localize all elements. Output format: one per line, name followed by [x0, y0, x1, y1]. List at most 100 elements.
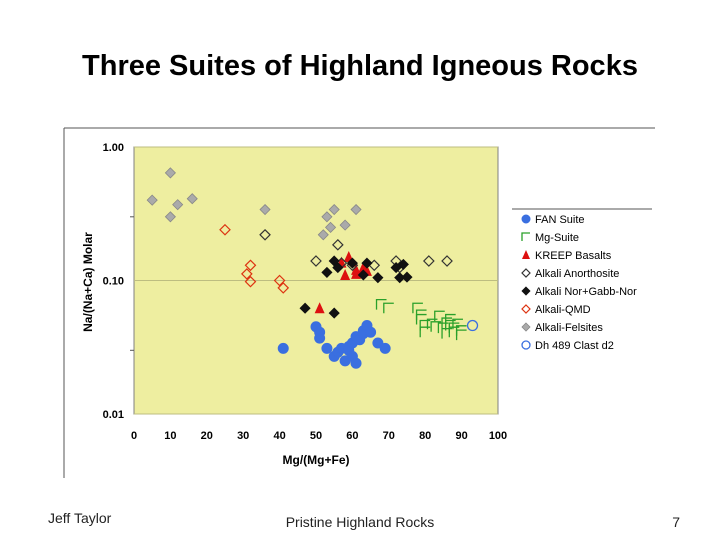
x-tick-label: 50 — [310, 430, 322, 442]
data-point — [350, 357, 362, 369]
data-points — [146, 167, 479, 369]
y-tick-label: 0.01 — [103, 409, 124, 421]
legend-marker — [521, 286, 531, 296]
x-tick-label: 20 — [201, 430, 213, 442]
legend-marker — [521, 268, 531, 278]
data-point — [314, 332, 326, 344]
x-tick-label: 100 — [489, 430, 507, 442]
x-tick-label: 60 — [346, 430, 358, 442]
data-point — [339, 219, 351, 231]
data-point — [452, 318, 463, 330]
data-point — [346, 257, 358, 269]
footer-author: Jeff Taylor — [48, 510, 112, 526]
legend-label: KREEP Basalts — [535, 250, 612, 262]
legend-label: Alkali-QMD — [535, 304, 591, 316]
data-point — [317, 229, 329, 241]
data-point — [244, 275, 257, 288]
legend-label: Alkali Anorthosite — [535, 268, 619, 280]
series-alkali-qmd — [219, 223, 290, 294]
data-point — [314, 302, 325, 314]
y-gridlines — [134, 146, 498, 415]
data-point — [375, 298, 387, 310]
data-point — [277, 282, 290, 294]
legend-marker — [521, 214, 531, 224]
legend-label: Mg-Suite — [535, 232, 579, 244]
data-point — [340, 268, 351, 280]
x-tick-label: 30 — [237, 430, 249, 442]
data-point — [172, 199, 184, 211]
series-dh-489-clast-d2 — [466, 319, 479, 332]
data-point — [434, 310, 445, 322]
x-tick-label: 0 — [131, 430, 137, 442]
data-point — [430, 321, 442, 332]
data-point — [219, 223, 231, 236]
data-point — [361, 257, 373, 269]
legend-marker — [521, 340, 531, 350]
legend-marker — [521, 304, 531, 314]
page-number: 7 — [672, 514, 680, 530]
data-point — [383, 302, 394, 314]
y-axis-title: Na/(Na+Ca) Molar — [81, 232, 95, 332]
data-point — [259, 228, 271, 241]
data-point — [455, 329, 467, 341]
data-point — [412, 302, 423, 314]
slide-title: Three Suites of Highland Igneous Rocks — [82, 50, 638, 82]
data-point — [299, 302, 311, 314]
x-axis-title: Mg/(Mg+Fe) — [283, 453, 350, 467]
data-point — [273, 274, 286, 287]
x-tick-label: 70 — [383, 430, 395, 442]
series-fan-suite — [277, 320, 391, 369]
data-point — [422, 255, 435, 267]
data-point — [397, 258, 409, 270]
data-point — [365, 326, 377, 338]
y-tick-label: 0.10 — [103, 276, 124, 288]
data-point — [186, 193, 198, 205]
data-point — [277, 342, 289, 354]
footer-title: Pristine Highland Rocks — [285, 514, 435, 530]
legend-label: Dh 489 Clast d2 — [535, 340, 614, 352]
data-point — [240, 268, 253, 280]
x-tick-label: 80 — [419, 430, 431, 442]
data-point — [259, 203, 271, 216]
series-alkali-felsites — [146, 167, 362, 241]
data-point — [331, 238, 344, 251]
legend-label: Alkali-Felsites — [535, 322, 603, 334]
data-point — [372, 272, 384, 284]
y-minor-ticks — [130, 216, 134, 351]
legend: FAN Suite Mg-Suite KREEP Basalts Alkali Ano… — [521, 214, 637, 352]
data-point — [401, 271, 413, 283]
data-point — [146, 194, 158, 206]
legend-marker — [521, 232, 530, 241]
y-tick-labels: 1.00 0.10 0.01 — [103, 142, 124, 421]
x-tick-label: 10 — [164, 430, 176, 442]
legend-label: FAN Suite — [535, 214, 585, 226]
legend-marker — [521, 322, 531, 332]
series-mg-suite — [375, 298, 467, 341]
legend-marker — [522, 250, 530, 259]
data-point — [324, 221, 337, 233]
data-point — [164, 211, 176, 223]
data-point — [351, 267, 362, 279]
data-point — [164, 167, 176, 179]
x-tick-label: 40 — [273, 430, 285, 442]
data-point — [321, 211, 333, 223]
data-point — [372, 337, 384, 349]
y-tick-label: 1.00 — [103, 142, 124, 154]
data-point — [350, 203, 362, 216]
data-point — [441, 255, 453, 267]
data-point — [379, 342, 391, 354]
x-tick-labels: 0 10 20 30 40 50 60 70 80 90 100 — [131, 430, 507, 442]
data-point — [441, 317, 453, 329]
data-point — [321, 342, 333, 354]
legend-label: Alkali Nor+Gabb-Nor — [535, 286, 637, 298]
data-point — [328, 307, 340, 319]
data-point — [321, 266, 333, 278]
data-point — [328, 203, 340, 216]
data-point — [415, 313, 427, 325]
x-tick-label: 90 — [455, 430, 467, 442]
data-point — [310, 255, 322, 267]
series-alkali-nor-gabb-nor — [299, 255, 413, 319]
data-point — [357, 269, 369, 281]
data-point — [244, 259, 257, 272]
